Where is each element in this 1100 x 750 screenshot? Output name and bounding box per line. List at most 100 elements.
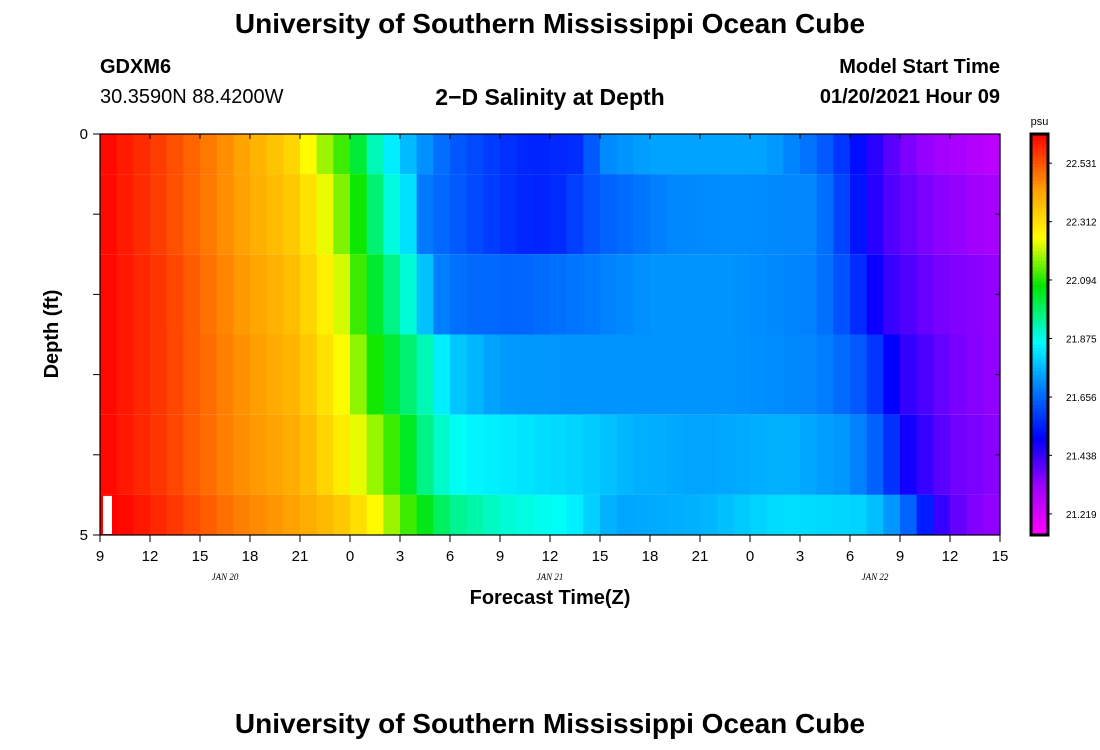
heatmap-cell <box>966 254 984 335</box>
heatmap-cell <box>233 254 251 335</box>
colorbar-swatch <box>1031 327 1048 332</box>
heatmap-cell <box>250 414 268 495</box>
colorbar-swatch <box>1031 518 1048 523</box>
heatmap-cell <box>833 334 851 415</box>
heatmap-cell <box>133 334 151 415</box>
heatmap-cell <box>133 254 151 335</box>
heatmap-cell <box>933 494 951 535</box>
heatmap-cell <box>433 414 451 495</box>
heatmap-cell <box>200 174 218 255</box>
heatmap-cell <box>366 494 384 535</box>
heatmap-cell <box>266 174 284 255</box>
heatmap-cell <box>183 254 201 335</box>
heatmap-cell <box>950 414 968 495</box>
heatmap-cell <box>633 174 651 255</box>
date-label: JAN 22 <box>862 572 889 582</box>
heatmap-cell <box>750 174 768 255</box>
heatmap-cell <box>550 414 568 495</box>
colorbar-swatch <box>1031 347 1048 352</box>
heatmap-cell <box>266 254 284 335</box>
heatmap-cell <box>216 334 234 415</box>
colorbar-swatch <box>1031 254 1048 259</box>
heatmap-cell <box>983 254 1001 335</box>
colorbar-swatch <box>1031 197 1048 202</box>
heatmap-cell <box>300 134 318 175</box>
heatmap-cell <box>966 334 984 415</box>
heatmap-cell <box>800 174 818 255</box>
date-label: JAN 20 <box>212 572 239 582</box>
heatmap-cell <box>166 334 184 415</box>
colorbar-swatch <box>1031 341 1048 346</box>
heatmap-cell <box>366 414 384 495</box>
heatmap-cell <box>333 134 351 175</box>
heatmap-cell <box>883 494 901 535</box>
heatmap-cell <box>150 414 168 495</box>
heatmap-cell <box>516 414 534 495</box>
heatmap-cell <box>450 334 468 415</box>
heatmap-cell <box>283 174 301 255</box>
heatmap-cell <box>550 134 568 175</box>
heatmap-cell <box>383 494 401 535</box>
heatmap-cell <box>700 134 718 175</box>
colorbar-swatch <box>1031 491 1048 496</box>
heatmap-cell <box>916 334 934 415</box>
heatmap-cell <box>950 334 968 415</box>
heatmap-cell <box>283 414 301 495</box>
heatmap-cell <box>916 414 934 495</box>
colorbar-swatch <box>1031 401 1048 406</box>
colorbar-tick-label: 22.312 <box>1066 218 1097 229</box>
heatmap-cell <box>550 334 568 415</box>
heatmap-cell <box>500 334 518 415</box>
heatmap-cell <box>950 174 968 255</box>
heatmap-cell <box>783 134 801 175</box>
heatmap-cell <box>600 134 618 175</box>
colorbar-swatch <box>1031 264 1048 269</box>
heatmap-cell <box>400 174 418 255</box>
heatmap-cell <box>783 334 801 415</box>
x-tick-label: 18 <box>642 548 659 565</box>
heatmap-cell <box>616 174 634 255</box>
heatmap-cell <box>100 174 118 255</box>
heatmap-cell <box>916 254 934 335</box>
heatmap-cell <box>300 174 318 255</box>
heatmap-cell <box>216 414 234 495</box>
heatmap-cell <box>283 134 301 175</box>
colorbar-swatch <box>1031 521 1048 526</box>
heatmap-cell <box>416 414 434 495</box>
top-title: University of Southern Mississippi Ocean… <box>234 8 866 39</box>
colorbar-swatch <box>1031 287 1048 292</box>
heatmap-cell <box>150 334 168 415</box>
heatmap-cell <box>250 334 268 415</box>
heatmap-cell <box>583 414 601 495</box>
heatmap-cell <box>650 134 668 175</box>
heatmap-cell <box>833 254 851 335</box>
colorbar-swatch <box>1031 260 1048 265</box>
heatmap-cell <box>683 414 701 495</box>
colorbar-swatch <box>1031 474 1048 479</box>
heatmap-cell <box>266 414 284 495</box>
heatmap-cell <box>983 414 1001 495</box>
heatmap-cell <box>316 494 334 535</box>
heatmap-cell <box>350 334 368 415</box>
colorbar-swatch <box>1031 190 1048 195</box>
y-tick-label: 5 <box>80 527 88 544</box>
heatmap-cell <box>566 174 584 255</box>
heatmap-cell <box>733 134 751 175</box>
colorbar-swatch <box>1031 374 1048 379</box>
x-tick-label: 6 <box>446 548 454 565</box>
heatmap-cell <box>250 254 268 335</box>
heatmap-cell <box>250 494 268 535</box>
heatmap-cell <box>233 494 251 535</box>
colorbar-swatch <box>1031 227 1048 232</box>
heatmap-cell <box>666 414 684 495</box>
heatmap-cell <box>716 414 734 495</box>
y-axis-label: Depth (ft) <box>41 290 63 379</box>
heatmap-cell <box>816 414 834 495</box>
heatmap-cell <box>500 494 518 535</box>
colorbar-swatch <box>1031 200 1048 205</box>
heatmap-cell <box>933 414 951 495</box>
heatmap-cell <box>950 494 968 535</box>
heatmap-cell <box>400 494 418 535</box>
heatmap-cell <box>700 174 718 255</box>
